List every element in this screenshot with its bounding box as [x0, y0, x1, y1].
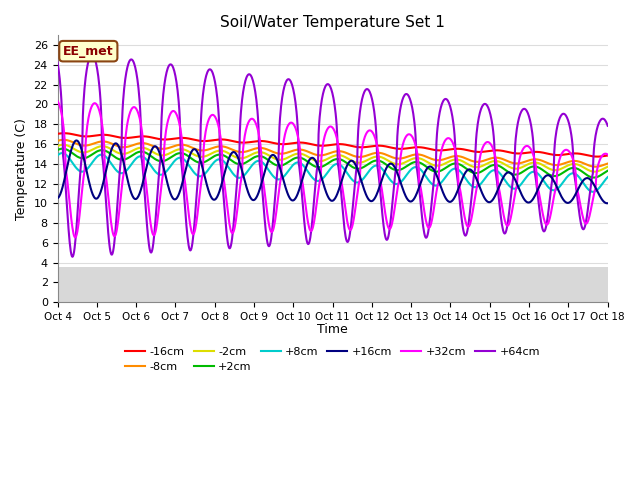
-2cm — [296, 151, 304, 156]
-8cm — [296, 147, 304, 153]
Y-axis label: Temperature (C): Temperature (C) — [15, 118, 28, 220]
Line: +8cm: +8cm — [58, 153, 608, 192]
+64cm — [604, 123, 612, 129]
Line: +2cm: +2cm — [58, 149, 608, 178]
+2cm — [483, 165, 491, 171]
+8cm — [493, 168, 501, 174]
-2cm — [111, 148, 118, 154]
Text: EE_met: EE_met — [63, 45, 114, 58]
Line: +64cm: +64cm — [58, 55, 608, 257]
-2cm — [432, 163, 440, 168]
+32cm — [54, 98, 61, 104]
+64cm — [111, 235, 118, 241]
-16cm — [432, 147, 440, 153]
+2cm — [111, 154, 118, 159]
+8cm — [483, 173, 491, 179]
+32cm — [432, 192, 440, 198]
+64cm — [433, 140, 440, 146]
-2cm — [483, 161, 491, 167]
-16cm — [111, 133, 118, 139]
+16cm — [296, 183, 304, 189]
+16cm — [483, 198, 491, 204]
-2cm — [591, 169, 598, 175]
Line: +16cm: +16cm — [58, 141, 608, 203]
-8cm — [276, 151, 284, 156]
-8cm — [111, 142, 118, 148]
-8cm — [604, 161, 612, 167]
-2cm — [604, 164, 612, 169]
-2cm — [493, 158, 501, 164]
+2cm — [604, 168, 612, 174]
+8cm — [604, 174, 612, 180]
+2cm — [276, 163, 284, 168]
Bar — [58, 267, 608, 302]
+64cm — [297, 180, 305, 186]
+32cm — [111, 233, 118, 239]
+8cm — [296, 160, 304, 166]
+8cm — [54, 153, 61, 158]
+16cm — [72, 138, 80, 144]
+8cm — [276, 176, 284, 182]
-16cm — [483, 148, 491, 154]
+16cm — [604, 200, 612, 206]
+2cm — [493, 162, 501, 168]
+32cm — [71, 235, 79, 240]
+16cm — [604, 200, 611, 206]
Legend: -16cm, -8cm, -2cm, +2cm, +8cm, +16cm, +32cm, +64cm: -16cm, -8cm, -2cm, +2cm, +8cm, +16cm, +3… — [121, 342, 544, 376]
-16cm — [60, 131, 68, 136]
+64cm — [88, 52, 96, 58]
-8cm — [60, 137, 67, 143]
+16cm — [276, 167, 284, 173]
+32cm — [604, 152, 612, 157]
-8cm — [493, 155, 501, 161]
+16cm — [111, 141, 118, 147]
-16cm — [593, 154, 601, 159]
+16cm — [432, 171, 440, 177]
-8cm — [432, 157, 440, 163]
-8cm — [483, 157, 491, 163]
+32cm — [276, 177, 284, 183]
+32cm — [296, 151, 304, 157]
Line: -8cm: -8cm — [58, 140, 608, 167]
+8cm — [58, 150, 66, 156]
+2cm — [59, 146, 67, 152]
X-axis label: Time: Time — [317, 323, 348, 336]
-2cm — [59, 142, 67, 148]
Line: -16cm: -16cm — [58, 133, 608, 156]
-16cm — [296, 140, 304, 145]
-8cm — [54, 138, 61, 144]
-2cm — [276, 157, 284, 163]
Line: -2cm: -2cm — [58, 145, 608, 172]
Line: +32cm: +32cm — [58, 101, 608, 238]
+64cm — [484, 104, 492, 109]
+32cm — [493, 165, 501, 170]
+64cm — [493, 184, 501, 190]
+2cm — [432, 168, 440, 174]
+8cm — [432, 183, 440, 189]
-2cm — [54, 143, 61, 149]
-16cm — [54, 131, 61, 137]
+64cm — [277, 103, 285, 109]
+32cm — [483, 139, 491, 145]
+2cm — [54, 147, 61, 153]
+64cm — [54, 60, 61, 65]
+2cm — [296, 155, 304, 161]
-16cm — [493, 147, 501, 153]
+16cm — [54, 195, 61, 201]
-16cm — [276, 141, 284, 147]
+8cm — [111, 165, 118, 171]
+16cm — [493, 189, 501, 194]
-16cm — [604, 153, 612, 158]
+8cm — [589, 189, 596, 195]
+2cm — [590, 175, 598, 180]
Title: Soil/Water Temperature Set 1: Soil/Water Temperature Set 1 — [220, 15, 445, 30]
+64cm — [68, 254, 76, 260]
-8cm — [592, 164, 600, 169]
